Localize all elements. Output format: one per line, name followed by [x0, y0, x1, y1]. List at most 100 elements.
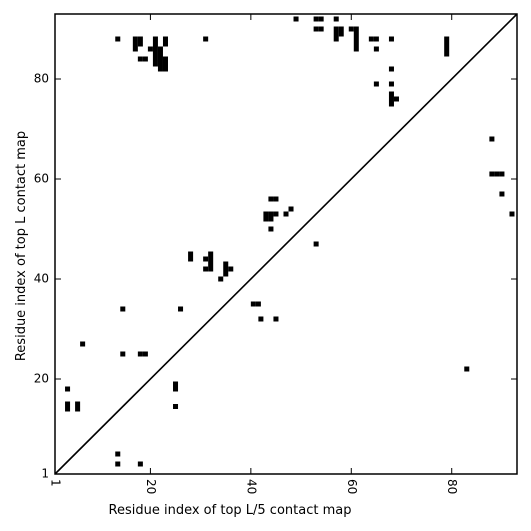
contact-cell	[162, 41, 168, 47]
contact-cell	[318, 26, 324, 32]
contact-cell	[318, 16, 324, 22]
contact-cell	[388, 96, 394, 102]
contact-cell	[258, 316, 264, 322]
contact-cell	[353, 36, 359, 42]
contact-cell	[464, 366, 470, 372]
contact-cell	[137, 461, 143, 467]
contact-cell	[489, 136, 495, 142]
contact-cell	[80, 341, 86, 347]
contact-cell	[353, 26, 359, 32]
contact-cell	[268, 226, 274, 232]
contact-cell	[353, 41, 359, 47]
contact-cell	[178, 306, 184, 312]
y-tick-label: 20	[34, 372, 49, 386]
contact-cell	[65, 406, 71, 412]
contact-cell	[444, 41, 450, 47]
contact-cell	[444, 36, 450, 42]
contact-cell	[283, 211, 289, 217]
contact-cell	[115, 451, 121, 457]
contact-cell	[120, 351, 126, 357]
contact-cell	[157, 51, 163, 57]
contact-cell	[333, 31, 339, 37]
contact-cell	[188, 256, 194, 262]
contact-cell	[208, 251, 214, 257]
contact-cell	[208, 266, 214, 272]
contact-cell	[223, 261, 229, 267]
contact-cell	[388, 66, 394, 72]
contact-cell	[499, 171, 505, 177]
contact-cell	[489, 171, 495, 177]
contact-cell	[162, 36, 168, 42]
x-tick-label: 60	[345, 479, 359, 494]
contact-cell	[162, 61, 168, 67]
contact-cell	[203, 36, 209, 42]
contact-cell	[208, 261, 214, 267]
contact-cell	[173, 386, 179, 392]
contact-cell	[157, 46, 163, 52]
x-tick-label: 80	[445, 479, 459, 494]
contact-cell	[173, 404, 179, 409]
contact-cell	[137, 41, 143, 47]
contact-cell	[273, 211, 279, 217]
diagonal-line	[54, 13, 518, 475]
contact-cell	[75, 406, 81, 412]
contact-cell	[268, 216, 274, 222]
axis-ticks: 1 20 40 60 80 1 20 40 60 80	[34, 14, 517, 494]
contact-cell	[137, 351, 143, 357]
contact-cell	[313, 16, 319, 22]
contact-cell	[142, 56, 148, 62]
contact-cell	[333, 16, 339, 22]
contact-cell	[263, 216, 269, 222]
plot-frame	[54, 13, 518, 475]
contact-cell	[373, 46, 379, 52]
contact-cell	[152, 61, 158, 67]
contact-cell	[444, 46, 450, 52]
y-tick-label: 1	[41, 467, 49, 481]
contact-cell	[250, 301, 256, 307]
contact-cell	[388, 36, 394, 42]
contact-cell	[313, 241, 319, 247]
contact-cell	[137, 36, 143, 42]
contact-cell	[162, 56, 168, 62]
contact-cell	[157, 66, 163, 72]
contact-cell	[152, 46, 158, 52]
contact-cell	[388, 91, 394, 97]
contact-cell	[313, 26, 319, 32]
contact-cell	[65, 401, 71, 407]
contact-cell	[509, 211, 515, 217]
contact-cell	[152, 41, 158, 47]
contact-cell	[137, 56, 143, 62]
y-tick-label: 60	[34, 172, 49, 186]
y-tick-label: 40	[34, 272, 49, 286]
contact-cell	[388, 101, 394, 107]
contact-cell	[132, 41, 138, 47]
contact-cell	[288, 206, 294, 212]
contact-cell	[353, 46, 359, 52]
contact-cell	[368, 36, 374, 42]
contact-cell	[333, 36, 339, 42]
contact-cell	[115, 461, 121, 467]
contact-cell	[157, 61, 163, 67]
contact-cell	[115, 36, 121, 42]
contact-cell	[273, 316, 279, 322]
contact-cell	[65, 386, 71, 392]
contact-cell	[373, 81, 379, 87]
contact-cell	[142, 351, 148, 357]
contact-cell	[388, 81, 394, 87]
x-tick-label: 1	[49, 479, 63, 487]
contact-cell	[152, 51, 158, 57]
contact-cell	[223, 271, 229, 277]
contact-cell	[338, 31, 344, 37]
contact-cell	[393, 96, 399, 102]
contact-cell	[255, 301, 261, 307]
contact-cell	[152, 36, 158, 42]
contact-cell	[338, 26, 344, 32]
contact-cell	[203, 256, 209, 262]
contact-cell	[293, 16, 299, 22]
contact-cell	[203, 266, 209, 272]
x-tick-label: 40	[244, 479, 258, 494]
y-tick-label: 80	[34, 72, 49, 86]
contact-cells	[65, 16, 515, 467]
contact-cell	[157, 56, 163, 62]
